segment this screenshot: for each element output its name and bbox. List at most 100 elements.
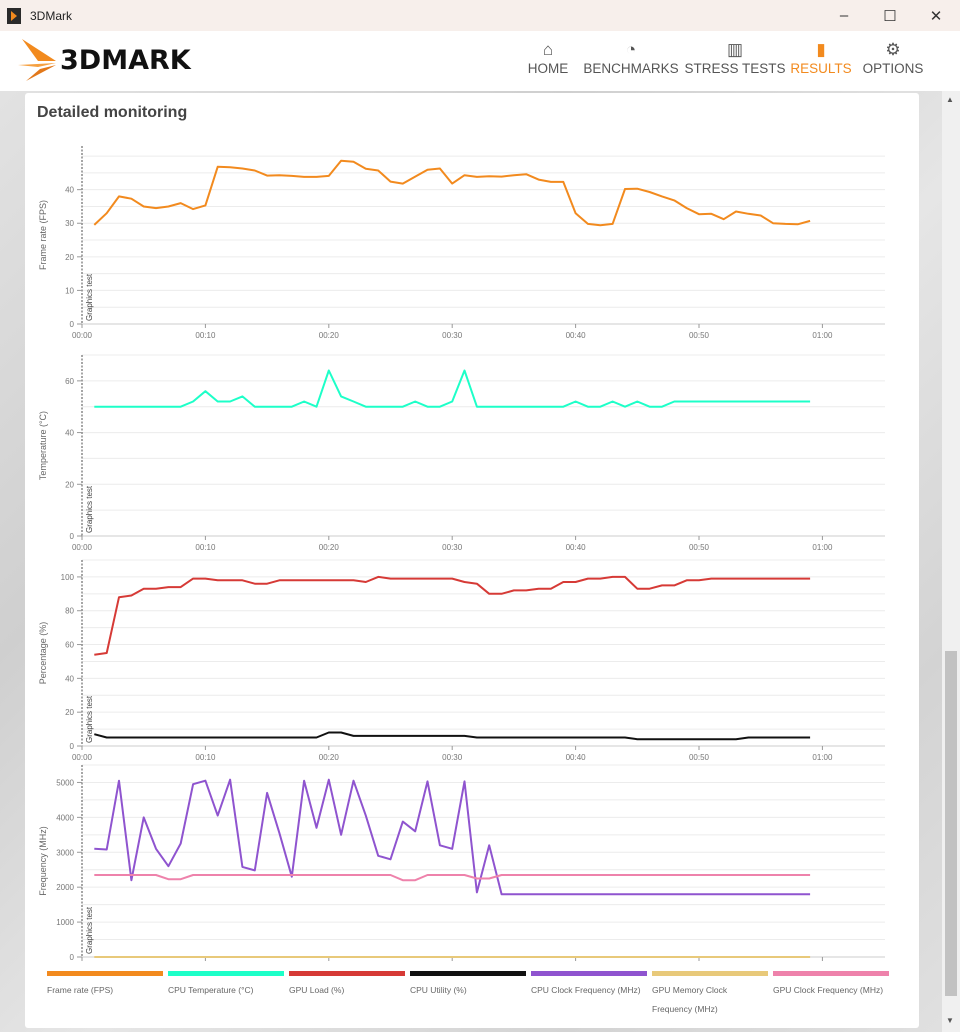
y-tick-label: 60 xyxy=(65,641,74,650)
window-title: 3DMark xyxy=(30,8,73,23)
legend-swatch xyxy=(773,971,889,976)
legend-label: Frame rate (FPS) xyxy=(47,985,114,995)
legend-item: CPU Clock Frequency (MHz) xyxy=(531,971,647,1019)
x-tick-label: 01:00 xyxy=(812,753,833,760)
y-tick-label: 20 xyxy=(65,708,74,717)
x-tick-label: 00:20 xyxy=(319,331,340,340)
x-tick-label: 00:40 xyxy=(566,964,587,965)
logo[interactable]: 3DMARK xyxy=(16,37,191,83)
minimize-button[interactable]: – xyxy=(839,7,849,24)
y-axis-label: Frame rate (FPS) xyxy=(38,200,48,270)
x-tick-label: 00:00 xyxy=(72,753,93,760)
y-tick-label: 4000 xyxy=(56,813,74,822)
nav-benchmarks[interactable]: ◔ BENCHMARKS xyxy=(583,39,678,76)
nav-stress-tests[interactable]: ▥ STRESS TESTS xyxy=(684,39,785,76)
legend-item: GPU Memory Clock Frequency (MHz) xyxy=(652,971,768,1019)
series-line-gpu-clock-frequency-mhz- xyxy=(94,874,811,882)
nav-label: HOME xyxy=(527,61,569,76)
title-bar: 3DMark – ☐ ✕ xyxy=(0,0,960,31)
legend-label: GPU Clock Frequency (MHz) xyxy=(773,985,884,995)
maximize-button[interactable]: ☐ xyxy=(883,7,897,25)
y-tick-label: 3000 xyxy=(56,848,74,857)
nav-label: OPTIONS xyxy=(862,61,924,76)
nav-results[interactable]: ▮ RESULTS xyxy=(790,39,851,76)
legend-swatch xyxy=(289,971,405,976)
y-tick-label: 1000 xyxy=(56,918,74,927)
chart-4: 0 1000 2000 3000 4000 5000 00:00 00:10 00:20 00:3… xyxy=(38,764,885,965)
x-tick-label: 00:10 xyxy=(195,964,216,965)
x-tick-label: 00:50 xyxy=(689,331,710,340)
scrollbar-thumb[interactable] xyxy=(945,651,957,996)
legend-label: CPU Clock Frequency (MHz) xyxy=(531,985,641,995)
close-button[interactable]: ✕ xyxy=(929,7,943,25)
app-header: 3DMARK ⌂ HOME ◔ BENCHMARKS ▥ STRESS TESTS ▮ RES… xyxy=(0,31,960,91)
card-title: Detailed monitoring xyxy=(37,104,188,121)
y-tick-label: 20 xyxy=(65,253,74,262)
results-icon: ▮ xyxy=(816,40,826,59)
x-tick-label: 00:40 xyxy=(566,753,587,760)
y-tick-label: 40 xyxy=(65,674,74,683)
scroll-up-icon[interactable]: ▲ xyxy=(946,95,954,104)
y-tick-label: 0 xyxy=(70,742,75,751)
home-icon: ⌂ xyxy=(542,40,554,59)
y-tick-label: 2000 xyxy=(56,883,74,892)
series-line-frame-rate-fps- xyxy=(93,159,811,227)
app-icon xyxy=(7,7,21,24)
x-tick-label: 00:50 xyxy=(689,964,710,965)
legend-swatch xyxy=(410,971,526,976)
nav-label: BENCHMARKS xyxy=(583,61,679,76)
y-tick-label: 10 xyxy=(65,286,74,295)
chart-1: 0 10 20 30 40 00:00 00:10 00:20 00:30 00:40 00:50 0… xyxy=(38,146,885,340)
legend-item: Frame rate (FPS) xyxy=(47,971,163,1019)
x-tick-label: 00:20 xyxy=(319,753,340,760)
y-tick-label: 80 xyxy=(65,607,74,616)
y-tick-label: 0 xyxy=(70,320,75,329)
logo-text: 3DMARK xyxy=(60,44,191,76)
x-tick-label: 00:10 xyxy=(195,543,216,552)
graphics-test-label: Graphics test xyxy=(85,273,94,321)
legend-swatch xyxy=(47,971,163,976)
x-tick-label: 00:30 xyxy=(442,964,463,965)
gear-icon: ⚙ xyxy=(885,40,901,59)
graphics-test-label: Graphics test xyxy=(85,485,94,533)
y-tick-label: 20 xyxy=(65,480,74,489)
y-tick-label: 40 xyxy=(65,429,74,438)
nav-label: STRESS TESTS xyxy=(684,61,786,76)
legend: Frame rate (FPS) CPU Temperature (°C) GPU … xyxy=(47,971,889,1019)
x-tick-label: 00:10 xyxy=(195,331,216,340)
legend-item: GPU Clock Frequency (MHz) xyxy=(773,971,889,1019)
x-tick-label: 00:00 xyxy=(72,964,93,965)
y-tick-label: 60 xyxy=(65,377,74,386)
nav-options[interactable]: ⚙ OPTIONS xyxy=(863,39,924,76)
y-tick-label: 40 xyxy=(65,186,74,195)
y-tick-label: 0 xyxy=(70,532,75,541)
x-tick-label: 01:00 xyxy=(812,543,833,552)
legend-swatch xyxy=(531,971,647,976)
y-tick-label: 0 xyxy=(70,953,75,962)
x-tick-label: 00:20 xyxy=(319,964,340,965)
x-tick-label: 01:00 xyxy=(812,331,833,340)
series-line-cpu-temperature-c- xyxy=(94,369,811,408)
scrollbar[interactable]: ▲ ▼ xyxy=(942,91,960,1032)
y-axis-label: Frequency (MHz) xyxy=(38,826,48,896)
scroll-down-icon[interactable]: ▼ xyxy=(946,1016,954,1025)
x-tick-label: 00:10 xyxy=(195,753,216,760)
series-line-cpu-utility- xyxy=(94,731,811,741)
graphics-test-label: Graphics test xyxy=(85,906,94,954)
x-tick-label: 00:40 xyxy=(566,331,587,340)
x-tick-label: 00:50 xyxy=(689,753,710,760)
y-tick-label: 30 xyxy=(65,219,74,228)
nav-home[interactable]: ⌂ HOME xyxy=(528,39,569,76)
series-line-gpu-load- xyxy=(94,575,811,656)
chart-3: 0 20 40 60 80 100 00:00 00:10 00:20 00:30 00:40 00:… xyxy=(38,559,885,760)
x-tick-label: 00:00 xyxy=(72,331,93,340)
x-tick-label: 00:30 xyxy=(442,543,463,552)
x-tick-label: 01:00 xyxy=(812,964,833,965)
bars-icon: ▥ xyxy=(726,40,744,59)
legend-swatch xyxy=(168,971,284,976)
chart-2: 0 20 40 60 00:00 00:10 00:20 00:30 00:40 00:50 01:… xyxy=(38,354,885,552)
legend-item: CPU Temperature (°C) xyxy=(168,971,284,1019)
x-tick-label: 00:20 xyxy=(319,543,340,552)
legend-label: CPU Temperature (°C) xyxy=(168,985,254,995)
x-tick-label: 00:50 xyxy=(689,543,710,552)
